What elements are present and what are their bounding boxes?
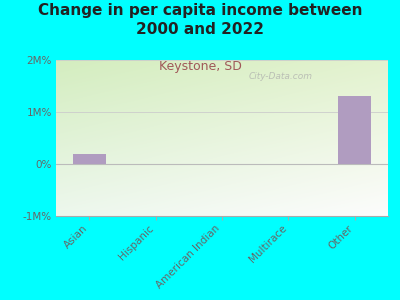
Text: City-Data.com: City-Data.com <box>248 73 312 82</box>
Bar <box>338 96 372 164</box>
Text: Keystone, SD: Keystone, SD <box>158 60 242 73</box>
Bar <box>73 154 106 164</box>
Text: Change in per capita income between
2000 and 2022: Change in per capita income between 2000… <box>38 3 362 37</box>
